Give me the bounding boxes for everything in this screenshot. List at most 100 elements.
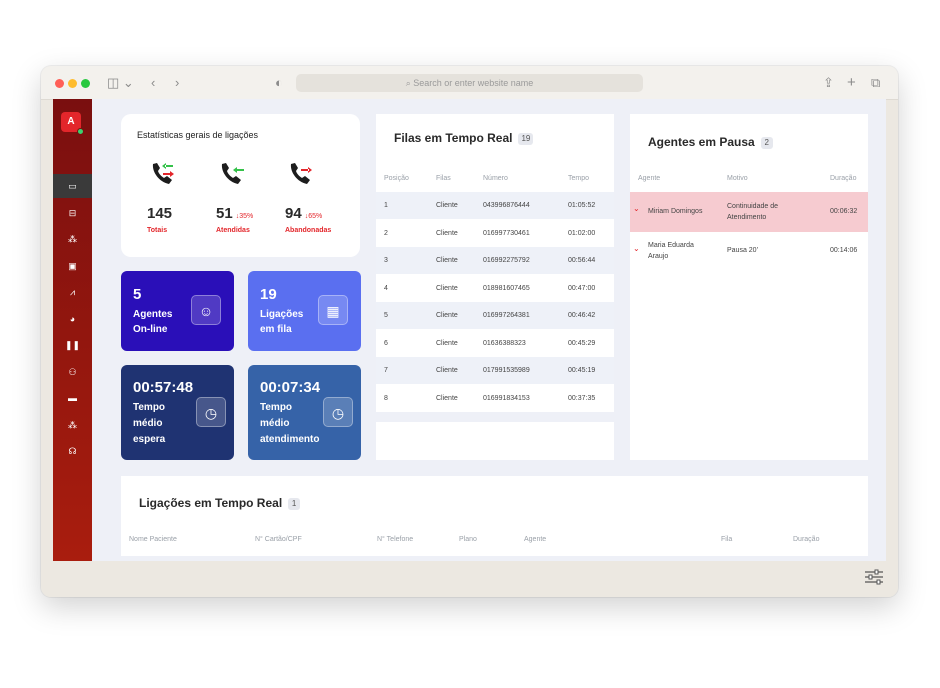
- avg-service-label-1: Tempo: [260, 402, 293, 413]
- abandoned-calls-label: Abandonadas: [285, 227, 332, 234]
- zoom-window-button[interactable]: [81, 79, 90, 88]
- call-queue-icon: ▦: [318, 295, 348, 325]
- paused-row[interactable]: ⌄ Maria Eduarda Araujo Pausa 20' 00:14:0…: [630, 232, 868, 270]
- sidebar-item-7[interactable]: ⚇: [53, 360, 92, 384]
- table-row[interactable]: 1 Cliente 043996876444 01:05:52: [376, 192, 614, 219]
- paused-title: Agentes em Pausa 2: [648, 135, 773, 149]
- queue-number: 016997264381: [483, 312, 530, 319]
- address-bar[interactable]: ⌕ Search or enter website name: [296, 74, 643, 92]
- call-stats-card: Estatísticas gerais de ligações 145 Tota…: [121, 114, 360, 257]
- table-row[interactable]: 3 Cliente 016992275792 00:56:44: [376, 247, 614, 274]
- table-row[interactable]: 4 Cliente 018981607465 00:47:00: [376, 275, 614, 302]
- sidebar-item-8[interactable]: ▬: [53, 386, 92, 410]
- sidebar-item-2[interactable]: ⁂: [53, 227, 92, 251]
- answered-calls: 51 ↓35%: [216, 205, 253, 222]
- sidebar-item-5[interactable]: ◕: [53, 307, 92, 331]
- avg-wait-label-2: médio: [133, 418, 163, 429]
- table-row[interactable]: 2 Cliente 016997730461 01:02:00: [376, 220, 614, 247]
- sidebar-toggle-icon[interactable]: ◫ ⌄: [107, 75, 134, 90]
- chevron-down-icon[interactable]: ⌄: [633, 244, 640, 253]
- bottom-bar: [41, 561, 898, 597]
- monitor-icon: ▬: [68, 393, 77, 403]
- queue-name: Cliente: [436, 202, 458, 209]
- paused-header-agent: Agente: [638, 175, 661, 182]
- queue-number: 017991535989: [483, 367, 530, 374]
- queue-position: 4: [384, 284, 388, 292]
- tabs-overview-icon[interactable]: ⧉: [871, 75, 881, 90]
- queue-number: 016991834153: [483, 394, 530, 402]
- queue-position: 2: [384, 229, 388, 237]
- table-row[interactable]: 6 Cliente 01636388323 00:45:29: [376, 330, 614, 357]
- privacy-shield-icon[interactable]: ◐: [275, 75, 283, 90]
- stats-title: Estatísticas gerais de ligações: [137, 130, 259, 140]
- sidebar-item-9[interactable]: ⁂: [53, 413, 92, 437]
- paused-duration: 00:14:06: [830, 247, 858, 254]
- live-calls-title: Ligações em Tempo Real 1: [139, 496, 301, 510]
- paused-row[interactable]: ⌄ Miriam Domingos Continuidade de Atendi…: [630, 192, 868, 232]
- queue-name: Cliente: [436, 284, 458, 292]
- queue-calls-label-2: em fila: [260, 324, 292, 335]
- table-row[interactable]: 5 Cliente 016997264381 00:46:42: [376, 302, 614, 329]
- sidebar-item-3[interactable]: ▣: [53, 254, 92, 278]
- sidebar-item-6[interactable]: ❚❚: [53, 333, 92, 357]
- headset-icon: ☊: [68, 446, 77, 456]
- pie-chart-icon: ◕: [69, 314, 76, 324]
- inbox-icon: ⊟: [68, 208, 77, 218]
- paused-reason-line-1: Continuidade de: [727, 203, 778, 210]
- queue-calls-tile[interactable]: 19 Ligações em fila ▦: [248, 271, 361, 351]
- queue-number: 016992275792: [483, 257, 530, 264]
- agents-online-tile[interactable]: 5 Agentes On-line ☺: [121, 271, 234, 351]
- sidebar-item-1[interactable]: ⊟: [53, 201, 92, 225]
- queue-title-text: Filas em Tempo Real: [394, 131, 513, 145]
- sidebar-item-0[interactable]: ▭: [53, 174, 92, 198]
- chevron-down-icon[interactable]: ⌄: [633, 204, 640, 213]
- paused-header-duration: Duração: [830, 175, 857, 182]
- agents-online-label-2: On-line: [133, 324, 168, 335]
- answered-calls-label: Atendidas: [216, 227, 250, 234]
- share-icon[interactable]: ⇪: [823, 75, 834, 90]
- live-header-phone: N° Telefone: [377, 536, 414, 543]
- user-settings-icon: ⚇: [68, 367, 77, 377]
- queue-header-position: Posição: [384, 175, 409, 182]
- answered-pct: ↓35%: [235, 213, 254, 220]
- table-row[interactable]: 8 Cliente 016991834153 00:37:35: [376, 385, 614, 412]
- queue-time: 01:02:00: [568, 229, 596, 237]
- paused-duration: 00:06:32: [830, 208, 858, 215]
- live-calls-panel: Ligações em Tempo Real 1 Nome Paciente N°…: [121, 476, 868, 556]
- clock-history-icon: ◷: [196, 397, 226, 427]
- paused-header-reason: Motivo: [727, 175, 748, 182]
- queue-name: Cliente: [436, 339, 458, 347]
- settings-sliders-icon[interactable]: [864, 569, 884, 585]
- queue-name: Cliente: [436, 394, 458, 402]
- close-window-button[interactable]: [55, 79, 64, 88]
- queue-name: Cliente: [436, 229, 458, 237]
- avg-wait-tile[interactable]: 00:57:48 Tempo médio espera ◷: [121, 365, 234, 460]
- queue-number: 043996876444: [483, 202, 530, 209]
- minimize-window-button[interactable]: [68, 79, 77, 88]
- table-row[interactable]: 7 Cliente 017991535989 00:45:19: [376, 357, 614, 384]
- avatar[interactable]: A: [61, 112, 81, 132]
- team-icon: ⁂: [68, 420, 77, 430]
- queue-time: 00:56:44: [568, 257, 596, 264]
- abandoned-pct: ↓65%: [304, 213, 323, 220]
- id-card-icon: ▣: [68, 261, 77, 271]
- avg-wait-value: 00:57:48: [133, 379, 194, 396]
- queue-header-number: Número: [483, 175, 508, 182]
- queue-number: 018981607465: [483, 284, 530, 292]
- answered-calls-value: 51: [216, 205, 233, 222]
- back-icon[interactable]: ‹: [151, 75, 156, 90]
- queue-calls-label-1: Ligações: [260, 309, 304, 320]
- agents-online-label-1: Agentes: [133, 309, 173, 320]
- sidebar-item-4[interactable]: ⩘: [53, 280, 92, 304]
- sidebar-item-10[interactable]: ☊: [53, 439, 92, 463]
- queue-time: 00:37:35: [568, 394, 596, 402]
- new-tab-icon[interactable]: +: [847, 74, 856, 91]
- paused-title-text: Agentes em Pausa: [648, 135, 755, 149]
- avg-service-tile[interactable]: 00:07:34 Tempo médio atendimento ◷: [248, 365, 361, 460]
- queue-number: 016997730461: [483, 229, 530, 237]
- browser-window: ◫ ⌄ ‹ › ◐ ⌕ Search or enter website name…: [41, 66, 898, 597]
- total-calls-value: 145: [147, 205, 173, 222]
- queue-time: 00:47:00: [568, 284, 596, 292]
- avg-service-value: 00:07:34: [260, 379, 321, 396]
- forward-icon[interactable]: ›: [175, 75, 180, 90]
